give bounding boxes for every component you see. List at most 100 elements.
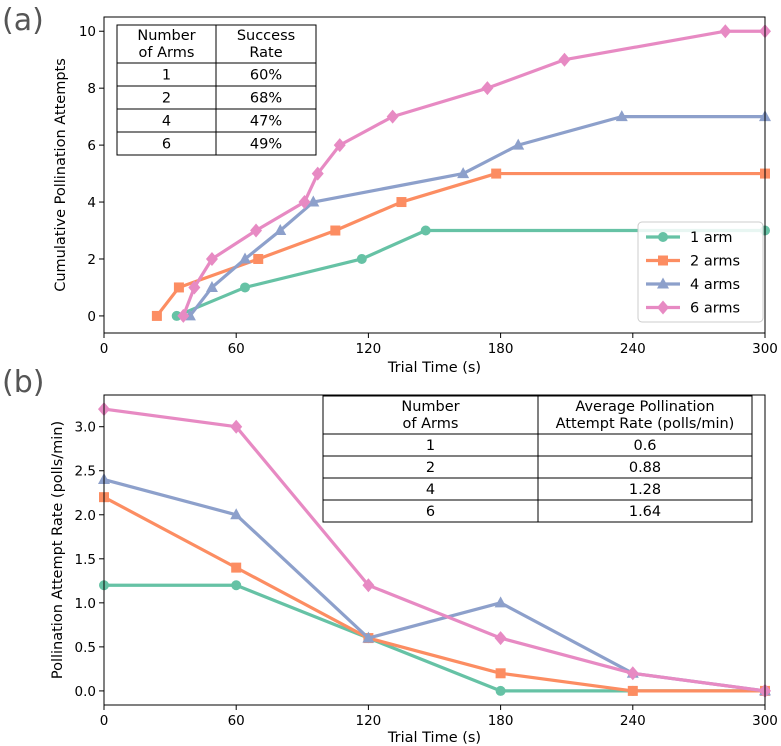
panel-a-data-point bbox=[307, 195, 320, 207]
panel-a-y-tick-label: 8 bbox=[87, 81, 96, 97]
panel-b-data-point bbox=[495, 685, 506, 696]
panel-b-data-point bbox=[231, 562, 242, 573]
panel-a-table-cell: 2 bbox=[162, 91, 171, 107]
panel-a-table-header: Rate bbox=[249, 45, 282, 61]
panel-b-x-tick-label: 180 bbox=[488, 713, 514, 729]
panel-a-data-point bbox=[188, 280, 201, 295]
panel-a-x-tick-label: 180 bbox=[488, 341, 514, 357]
panel-b: (b) 0 60 120 180 240 300 0.0 0.5 1.0 1.5 2.0 2.5 3.0 T… bbox=[2, 365, 778, 746]
panel-b-data-point bbox=[626, 666, 639, 681]
panel-a-data-point bbox=[386, 109, 399, 124]
panel-b-table-cell: 4 bbox=[426, 482, 435, 498]
panel-b-data-point bbox=[627, 685, 638, 696]
panel-a-data-point bbox=[171, 310, 182, 321]
panel-a-data-point bbox=[420, 225, 431, 236]
panel-b-y-tick-label: 1.0 bbox=[75, 596, 96, 612]
panel-a-table-cell: 60% bbox=[250, 68, 282, 84]
panel-b-table-header: Average Pollination bbox=[575, 399, 714, 415]
panel-b-x-axis-title: Trial Time (s) bbox=[387, 730, 481, 746]
panel-a-plot-frame bbox=[103, 16, 766, 334]
panel-b-plot-frame bbox=[103, 394, 766, 706]
panel-b-table-cell: 1 bbox=[426, 438, 435, 454]
panel-a-table-cell: 4 bbox=[162, 114, 171, 130]
panel-a-data-point bbox=[298, 195, 311, 210]
panel-b-y-tick-label: 3.0 bbox=[75, 420, 96, 436]
panel-b-x-tick-label: 300 bbox=[752, 713, 778, 729]
panel-a-data-point bbox=[481, 81, 494, 96]
panel-b-table-cell: 2 bbox=[426, 460, 435, 476]
panel-a-legend-marker bbox=[658, 232, 668, 242]
panel-a-table-cell: 47% bbox=[250, 114, 282, 130]
panel-b-data-point bbox=[230, 419, 243, 434]
panel-a-data-point bbox=[333, 138, 346, 153]
panel-a-data-point bbox=[719, 24, 732, 39]
panel-b-table-header: Number bbox=[401, 399, 459, 415]
panel-b-table-cell: 1.28 bbox=[629, 482, 661, 498]
panel-a-table-cell: 49% bbox=[250, 137, 282, 153]
panel-b-series-line bbox=[103, 495, 765, 693]
panel-a-data-point bbox=[457, 167, 470, 179]
panel-a-label: (a) bbox=[2, 3, 44, 38]
panel-a-x-tick-label: 240 bbox=[620, 341, 646, 357]
panel-b-data-point bbox=[494, 631, 507, 646]
panel-a: (a) 0 60 120 180 240 300 0 2 4 6 8 10 Trial Time (s) C… bbox=[2, 3, 778, 376]
panel-a-legend-marker bbox=[657, 277, 669, 289]
panel-a-y-tick-label: 6 bbox=[87, 138, 96, 154]
panel-a-x-tick-label: 300 bbox=[752, 341, 778, 357]
panel-a-data-point bbox=[356, 253, 367, 264]
panel-b-y-tick-label: 0.0 bbox=[75, 684, 96, 700]
panel-b-series-line bbox=[103, 407, 766, 693]
panel-a-data-point bbox=[177, 308, 190, 323]
panel-b-x-tick-label: 120 bbox=[356, 713, 382, 729]
panel-a-x-tick-label: 60 bbox=[228, 341, 245, 357]
panel-a-legend-label: 4 arms bbox=[690, 277, 740, 293]
panel-a-table-cell: 1 bbox=[162, 68, 171, 84]
panel-a-series-1 bbox=[171, 225, 770, 321]
panel-a-table-header: of Arms bbox=[139, 45, 195, 61]
panel-a-table-header: Number bbox=[137, 28, 195, 44]
panel-a-legend-box bbox=[637, 221, 764, 323]
panel-a-data-point bbox=[239, 252, 252, 264]
panel-a-y-tick-label: 10 bbox=[79, 24, 96, 40]
panel-b-x-tick-label: 0 bbox=[100, 713, 109, 729]
panel-a-data-point bbox=[173, 282, 184, 293]
panel-a-data-point bbox=[253, 253, 264, 264]
panel-b-data-point bbox=[494, 596, 507, 608]
panel-a-x-tick-label: 120 bbox=[356, 341, 382, 357]
panel-a-data-point bbox=[615, 110, 628, 122]
panel-a-legend-marker bbox=[657, 300, 669, 315]
panel-b-table-cell: 0.6 bbox=[633, 438, 656, 454]
panel-a-data-point bbox=[250, 223, 263, 238]
panel-b-data-point bbox=[495, 668, 506, 679]
panel-a-data-point bbox=[151, 310, 162, 321]
panel-b-y-tick-label: 2.0 bbox=[75, 508, 96, 524]
panel-a-table-header: Success bbox=[237, 28, 295, 44]
panel-a-legend-marker bbox=[658, 255, 668, 266]
panel-a-y-tick-label: 2 bbox=[87, 252, 96, 268]
panel-b-table-header: of Arms bbox=[403, 416, 459, 432]
panel-a-legend-label: 6 arms bbox=[690, 301, 740, 317]
panel-b-series-4 bbox=[98, 402, 771, 698]
panel-b-table-header: Attempt Rate (polls/min) bbox=[556, 416, 735, 432]
panel-b-data-point bbox=[362, 578, 375, 593]
panel-a-table-cell: 68% bbox=[250, 91, 282, 107]
panel-b-table-cell: 6 bbox=[426, 504, 435, 520]
panel-b-label: (b) bbox=[2, 365, 44, 400]
panel-b-y-tick-label: 0.5 bbox=[75, 640, 96, 656]
panel-a-data-point bbox=[311, 166, 324, 181]
panel-b-y-tick-label: 1.5 bbox=[75, 552, 96, 568]
panel-a-data-point bbox=[274, 224, 287, 236]
panel-a-data-point bbox=[396, 197, 407, 208]
panel-b-x-tick-label: 60 bbox=[228, 713, 245, 729]
panel-b-data-point bbox=[230, 508, 243, 520]
panel-a-y-axis-title: Cumulative Pollination Attempts bbox=[53, 58, 69, 292]
panel-a-data-point bbox=[491, 168, 502, 179]
panel-b-series-line bbox=[104, 583, 765, 693]
panel-a-data-point bbox=[512, 138, 525, 150]
panel-b-y-axis-title: Pollination Attempt Rate (polls/min) bbox=[50, 421, 66, 679]
panel-a-y-tick-label: 0 bbox=[87, 309, 96, 325]
panel-a-y-tick-label: 4 bbox=[87, 195, 96, 211]
